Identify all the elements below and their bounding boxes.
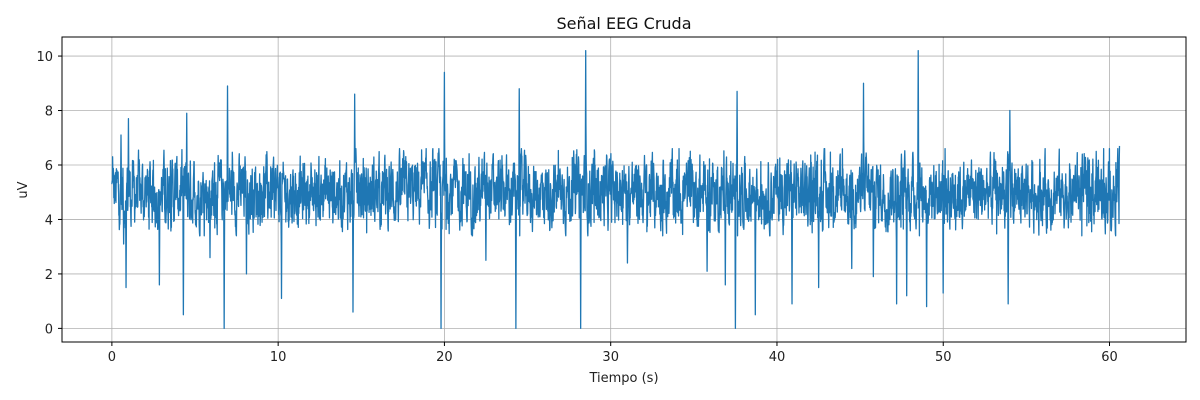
plot-frame [61, 36, 1187, 343]
x-axis-ticks: 0 10 20 30 40 50 60 [108, 342, 1118, 365]
x-tick-label: 0 [108, 350, 116, 365]
y-tick-label: 6 [45, 159, 53, 174]
x-axis-label: Tiempo (s) [588, 371, 658, 386]
x-tick-label: 20 [436, 350, 453, 365]
y-tick-label: 4 [45, 213, 53, 228]
eeg-series-line [111, 49, 1121, 330]
y-axis-ticks: 0 2 4 6 8 10 [36, 50, 62, 337]
y-tick-label: 0 [45, 322, 53, 337]
x-tick-label: 60 [1101, 350, 1118, 365]
y-axis-label: uV [16, 181, 31, 198]
y-tick-label: 10 [36, 50, 53, 65]
chart-title: Señal EEG Cruda [556, 14, 691, 33]
y-tick-label: 2 [45, 268, 53, 283]
x-tick-label: 50 [935, 350, 952, 365]
x-tick-label: 10 [270, 350, 287, 365]
series-layer [111, 49, 1121, 330]
x-tick-label: 30 [602, 350, 619, 365]
y-tick-label: 8 [45, 105, 53, 120]
x-tick-label: 40 [769, 350, 786, 365]
